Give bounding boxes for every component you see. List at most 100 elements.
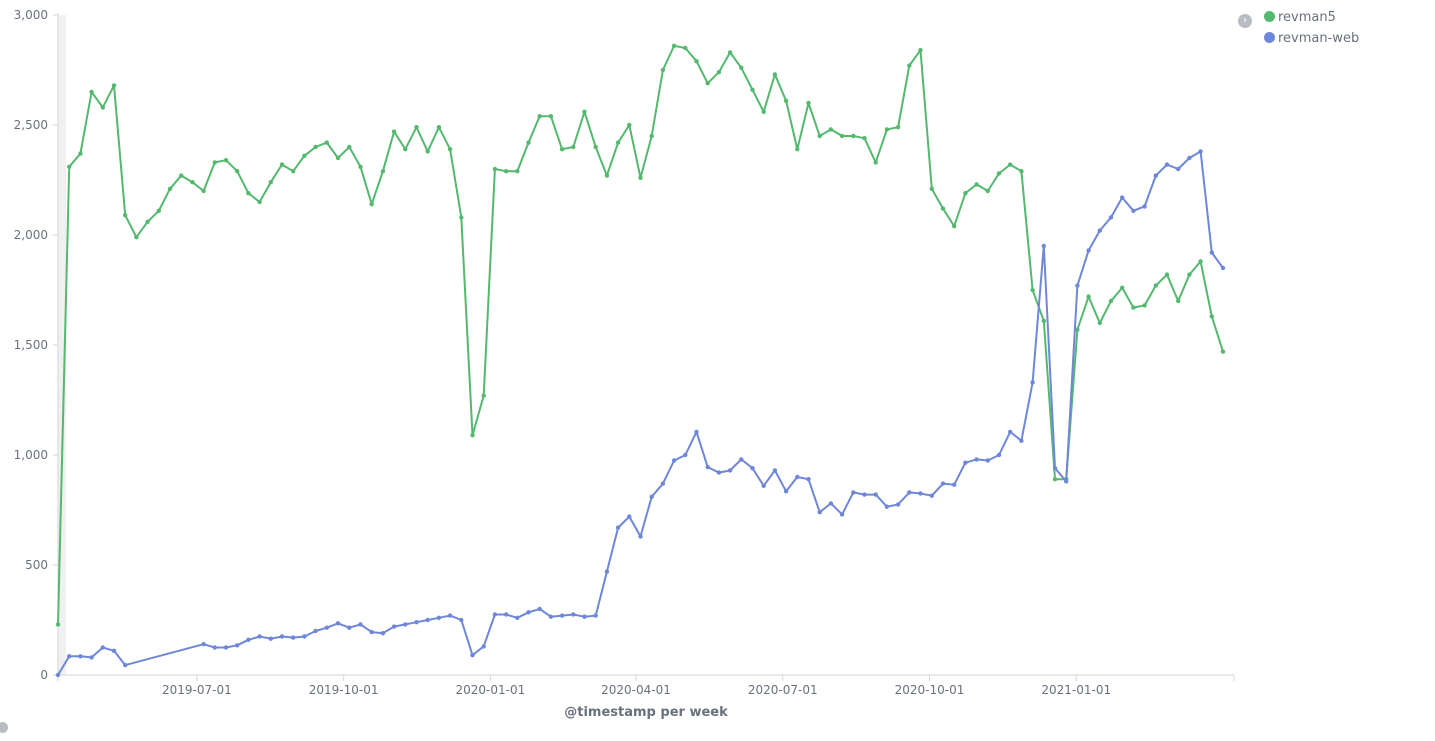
data-point-revman-web [1052, 466, 1058, 471]
data-point-revman5 [772, 72, 778, 77]
data-point-revman-web [839, 512, 845, 517]
data-point-revman5 [705, 81, 710, 86]
chevron-right-icon[interactable]: › [1238, 14, 1252, 28]
x-axis-title: @timestamp per week [564, 705, 728, 720]
data-point-revman5 [671, 43, 677, 48]
data-point-revman-web [952, 482, 957, 487]
plot-edge-shade [58, 15, 66, 675]
data-point-revman5 [739, 65, 744, 71]
x-tick-label: 2019-10-01 [309, 683, 379, 697]
y-tick-label: 2,500 [14, 118, 48, 132]
data-point-revman-web [1209, 250, 1215, 255]
data-point-revman5 [89, 89, 94, 95]
data-point-revman5 [761, 109, 766, 115]
data-point-revman-web [436, 615, 442, 620]
data-point-revman5 [1176, 298, 1181, 304]
data-point-revman5 [974, 182, 979, 187]
data-point-revman-web [335, 621, 341, 626]
data-point-revman5 [750, 87, 755, 93]
data-point-revman5 [223, 158, 229, 163]
data-point-revman5 [459, 215, 464, 220]
data-point-revman5 [795, 147, 800, 152]
data-point-revman-web [1086, 248, 1091, 253]
data-point-revman5 [425, 149, 430, 154]
data-point-revman-web [369, 629, 374, 635]
data-point-revman5 [190, 180, 195, 185]
data-point-revman5 [55, 622, 61, 627]
x-tick-label: 2020-04-01 [601, 683, 671, 697]
x-tick-label: 2021-01-01 [1041, 683, 1111, 697]
data-point-revman5 [1187, 272, 1192, 277]
data-point-revman5 [201, 188, 206, 194]
legend-item-revman5[interactable]: revman5 [1264, 10, 1336, 25]
data-point-revman-web [806, 477, 811, 482]
data-point-revman-web [895, 502, 901, 507]
y-tick-label: 0 [40, 668, 48, 682]
y-tick-label: 3,000 [14, 8, 48, 22]
data-point-revman-web [1041, 243, 1047, 249]
y-tick-label: 500 [25, 558, 48, 572]
data-point-revman-web [828, 501, 834, 506]
data-point-revman5 [884, 127, 890, 132]
data-point-revman-web [940, 481, 946, 486]
data-point-revman-web [783, 489, 789, 494]
data-point-revman-web [347, 625, 352, 630]
data-point-revman-web [403, 622, 408, 627]
data-point-revman-web [515, 615, 520, 620]
data-point-revman5 [526, 140, 531, 145]
collapse-icon[interactable] [0, 722, 8, 733]
data-point-revman-web [55, 672, 61, 678]
data-point-revman-web [1030, 380, 1035, 385]
data-point-revman5 [851, 133, 856, 139]
data-point-revman-web [615, 525, 621, 530]
data-point-revman-web [1153, 173, 1159, 178]
data-point-revman-web [246, 637, 251, 642]
y-tick-label: 1,000 [14, 448, 48, 462]
legend-swatch-revman-web [1264, 32, 1275, 43]
data-point-revman5 [391, 129, 397, 134]
data-point-revman5 [1030, 287, 1035, 293]
data-point-revman5 [783, 98, 789, 104]
data-point-revman-web [1164, 162, 1170, 167]
data-point-revman-web [291, 635, 296, 640]
data-point-revman-web [1075, 283, 1080, 288]
data-point-revman-web [324, 625, 329, 630]
legend-item-revman-web[interactable]: revman-web [1264, 31, 1359, 46]
data-point-revman5 [358, 164, 363, 169]
data-point-revman-web [963, 460, 968, 465]
data-point-revman-web [582, 614, 587, 619]
data-point-revman5 [839, 133, 845, 139]
data-point-revman5 [291, 169, 296, 174]
data-point-revman5 [1220, 349, 1226, 354]
data-point-revman5 [1075, 327, 1080, 332]
data-point-revman-web [279, 634, 285, 639]
data-point-revman-web [1176, 166, 1181, 172]
data-point-revman5 [123, 213, 128, 218]
data-point-revman-web [929, 493, 934, 498]
data-point-revman-web [884, 504, 890, 509]
data-point-revman-web [503, 612, 509, 617]
data-point-revman5 [380, 169, 386, 174]
data-point-revman5 [145, 219, 150, 224]
data-point-revman-web [537, 606, 542, 612]
data-point-revman-web [593, 613, 598, 618]
data-point-revman-web [67, 654, 72, 659]
data-point-revman5 [369, 202, 374, 207]
data-point-revman5 [1164, 272, 1170, 277]
data-point-revman5 [1131, 305, 1136, 310]
data-point-revman-web [268, 636, 273, 641]
data-point-revman5 [1041, 318, 1047, 323]
data-point-revman5 [492, 166, 498, 172]
data-point-revman-web [851, 490, 856, 495]
data-point-revman5 [862, 136, 867, 141]
data-point-revman5 [716, 70, 722, 75]
data-point-revman5 [67, 164, 72, 169]
data-point-revman5 [727, 50, 733, 55]
data-point-revman5 [167, 186, 173, 191]
data-point-revman5 [683, 45, 688, 51]
data-point-revman5 [694, 59, 699, 64]
data-point-revman-web [201, 642, 206, 647]
data-point-revman5 [257, 199, 262, 205]
data-point-revman-web [1142, 204, 1147, 209]
